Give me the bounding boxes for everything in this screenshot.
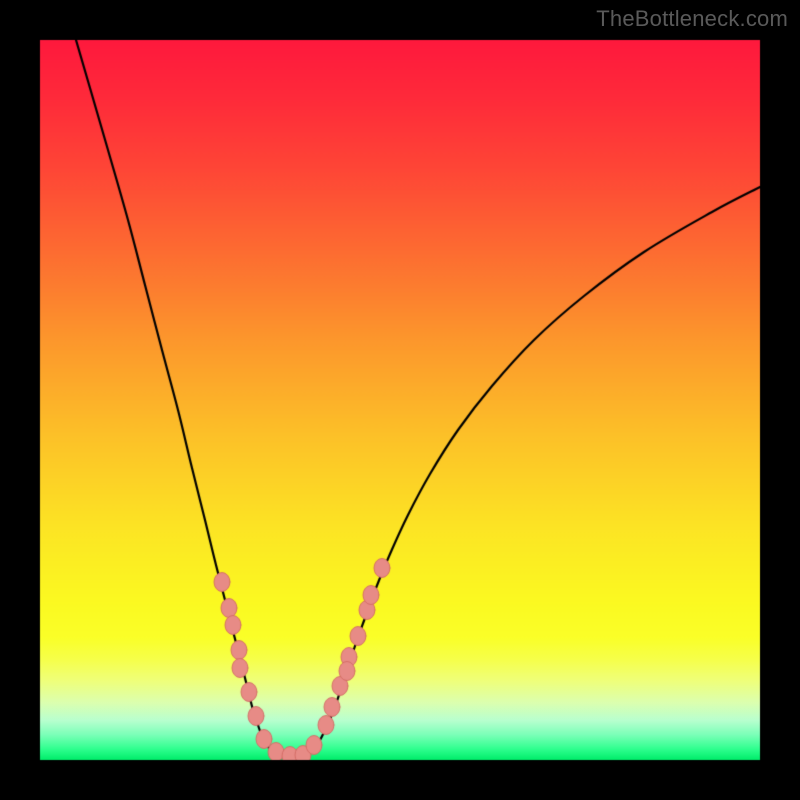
watermark-text: TheBottleneck.com [596, 6, 788, 32]
bottleneck-chart-canvas [0, 0, 800, 800]
chart-container: TheBottleneck.com [0, 0, 800, 800]
